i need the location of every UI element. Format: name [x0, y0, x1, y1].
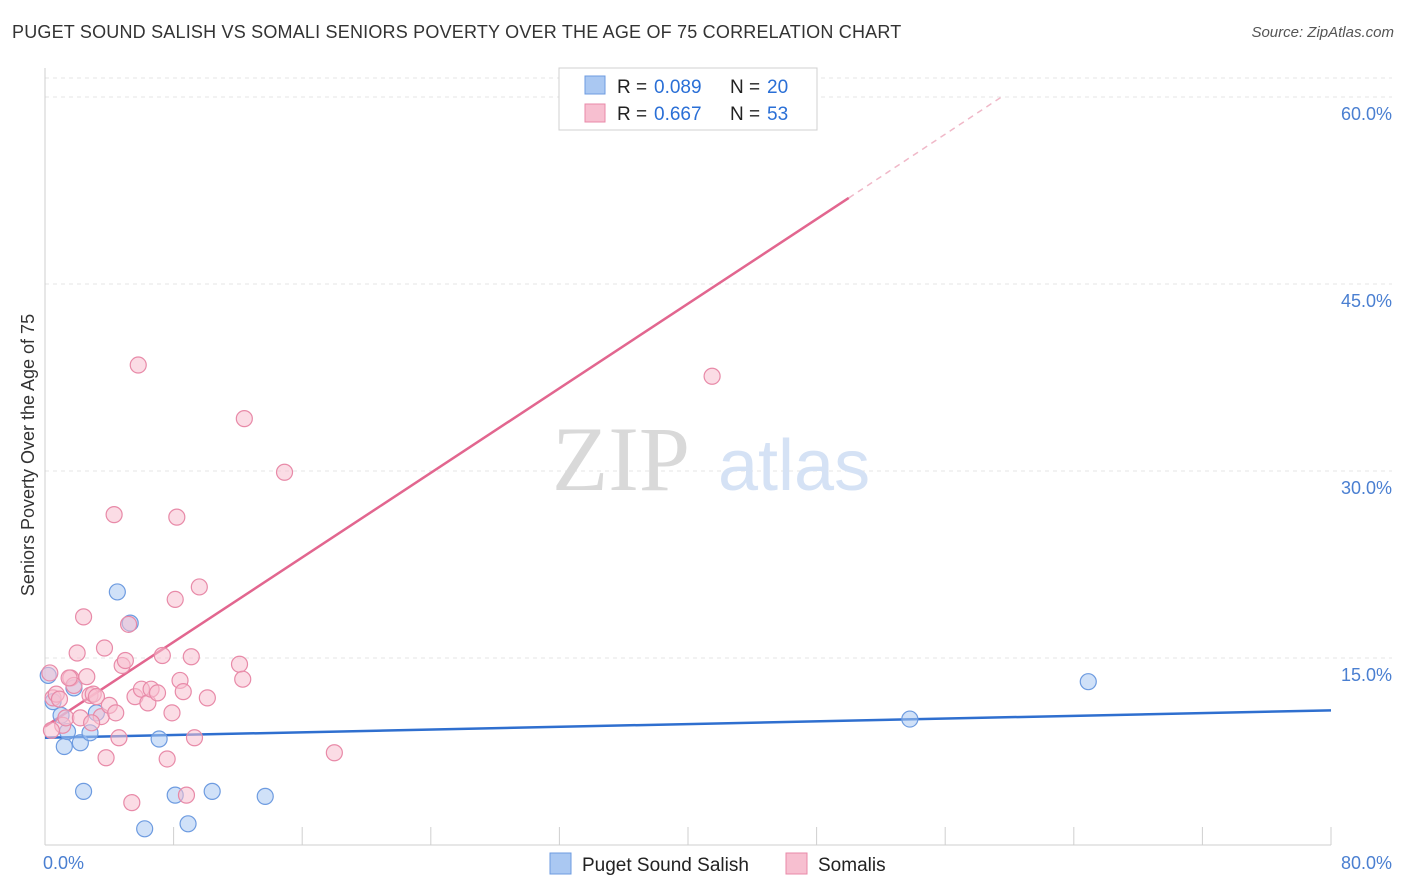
salish-point-14 [179, 815, 197, 833]
somali-point-10 [74, 608, 93, 626]
legend-n-value-1: 20 [767, 77, 788, 98]
legend-n-label-2: N = [730, 104, 760, 125]
somali-point-47 [275, 463, 294, 481]
somali-point-40 [182, 648, 200, 666]
salish-point-15 [203, 782, 221, 800]
somali-point-19 [105, 506, 123, 524]
somali-point-16 [95, 639, 114, 657]
somali-point-51 [60, 669, 78, 687]
y-axis-title: Seniors Poverty Over the Age of 75 [18, 314, 38, 596]
somali-point-46 [235, 410, 253, 428]
somali-point-33 [158, 750, 176, 768]
salish-point-2 [55, 737, 73, 756]
somali-point-0 [41, 664, 59, 682]
trend-lines [44, 96, 1332, 740]
salish-point-12 [150, 730, 168, 748]
gridlines [45, 77, 1392, 659]
somali-point-20 [107, 704, 125, 722]
somali-point-52 [83, 714, 101, 732]
chart-source: Source: ZipAtlas.com [1251, 24, 1394, 41]
somali-point-36 [168, 508, 186, 526]
legend-r-value-2: 0.667 [654, 104, 702, 125]
somali-point-34 [163, 704, 181, 722]
somali-point-39 [177, 786, 196, 804]
salish-point-9 [108, 583, 126, 601]
somali-point-44 [230, 655, 249, 673]
y-tick-label-3: 60.0% [1341, 104, 1392, 124]
axes [44, 68, 1332, 846]
data-points [39, 356, 1097, 838]
legend-r-label-1: R = [617, 77, 647, 98]
somali-point-35 [166, 590, 184, 609]
somali-point-8 [68, 644, 86, 662]
somali-point-31 [148, 684, 167, 702]
salish-point-11 [136, 820, 154, 838]
somali-point-42 [190, 578, 208, 596]
y-tick-label-2: 45.0% [1341, 291, 1392, 311]
somali-trend-extension [848, 96, 1002, 199]
somali-point-25 [123, 794, 141, 812]
y-tick-label-0: 15.0% [1341, 665, 1392, 685]
x-tick-label-1: 80.0% [1341, 853, 1392, 873]
somali-point-21 [110, 729, 128, 747]
x-tick-label-0: 0.0% [43, 853, 84, 873]
somali-point-41 [185, 729, 204, 747]
salish-point-6 [74, 782, 93, 800]
legend-swatch-blue [584, 75, 606, 95]
salish-point-18 [1079, 673, 1097, 691]
somali-point-17 [97, 749, 115, 767]
legend-swatch-pink [584, 103, 606, 123]
somali-point-11 [78, 668, 96, 686]
bottom-legend-swatch-pink [785, 852, 808, 875]
watermark: ZIP atlas [552, 408, 870, 510]
somali-point-23 [116, 651, 134, 670]
somali-trend-line [44, 196, 850, 728]
salish-point-17 [901, 710, 919, 728]
chart-title: PUGET SOUND SALISH VS SOMALI SENIORS POV… [12, 22, 902, 42]
legend-r-value-1: 0.089 [654, 77, 702, 98]
somali-point-45 [234, 670, 252, 688]
somali-point-32 [153, 646, 171, 665]
tick-labels: 15.0% 30.0% 45.0% 60.0% 0.0% 80.0% [43, 104, 1392, 873]
somali-point-5 [57, 709, 75, 727]
somali-point-48 [325, 744, 343, 762]
bottom-legend-label-somalis: Somalis [818, 855, 886, 876]
somali-point-49 [703, 367, 721, 385]
bottom-legend-swatch-blue [549, 852, 572, 875]
legend-n-value-2: 53 [767, 104, 788, 125]
somali-point-50 [42, 721, 61, 739]
somali-point-43 [198, 689, 216, 707]
somali-point-3 [50, 690, 69, 708]
somali-point-14 [87, 688, 106, 706]
legend-n-label-1: N = [730, 77, 760, 98]
bottom-legend: Puget Sound Salish Somalis [549, 852, 886, 876]
somali-point-24 [119, 615, 138, 633]
somali-point-38 [174, 683, 192, 701]
salish-point-16 [256, 787, 274, 805]
salish-trend-line [44, 709, 1332, 740]
y-tick-label-1: 30.0% [1341, 478, 1392, 498]
watermark-zip: ZIP [552, 408, 690, 510]
legend-box: R = 0.089 N = 20 R = 0.667 N = 53 [558, 67, 818, 131]
watermark-atlas: atlas [718, 426, 870, 506]
bottom-legend-label-salish: Puget Sound Salish [582, 855, 749, 876]
legend-r-label-2: R = [617, 104, 647, 125]
somali-point-27 [129, 356, 147, 374]
